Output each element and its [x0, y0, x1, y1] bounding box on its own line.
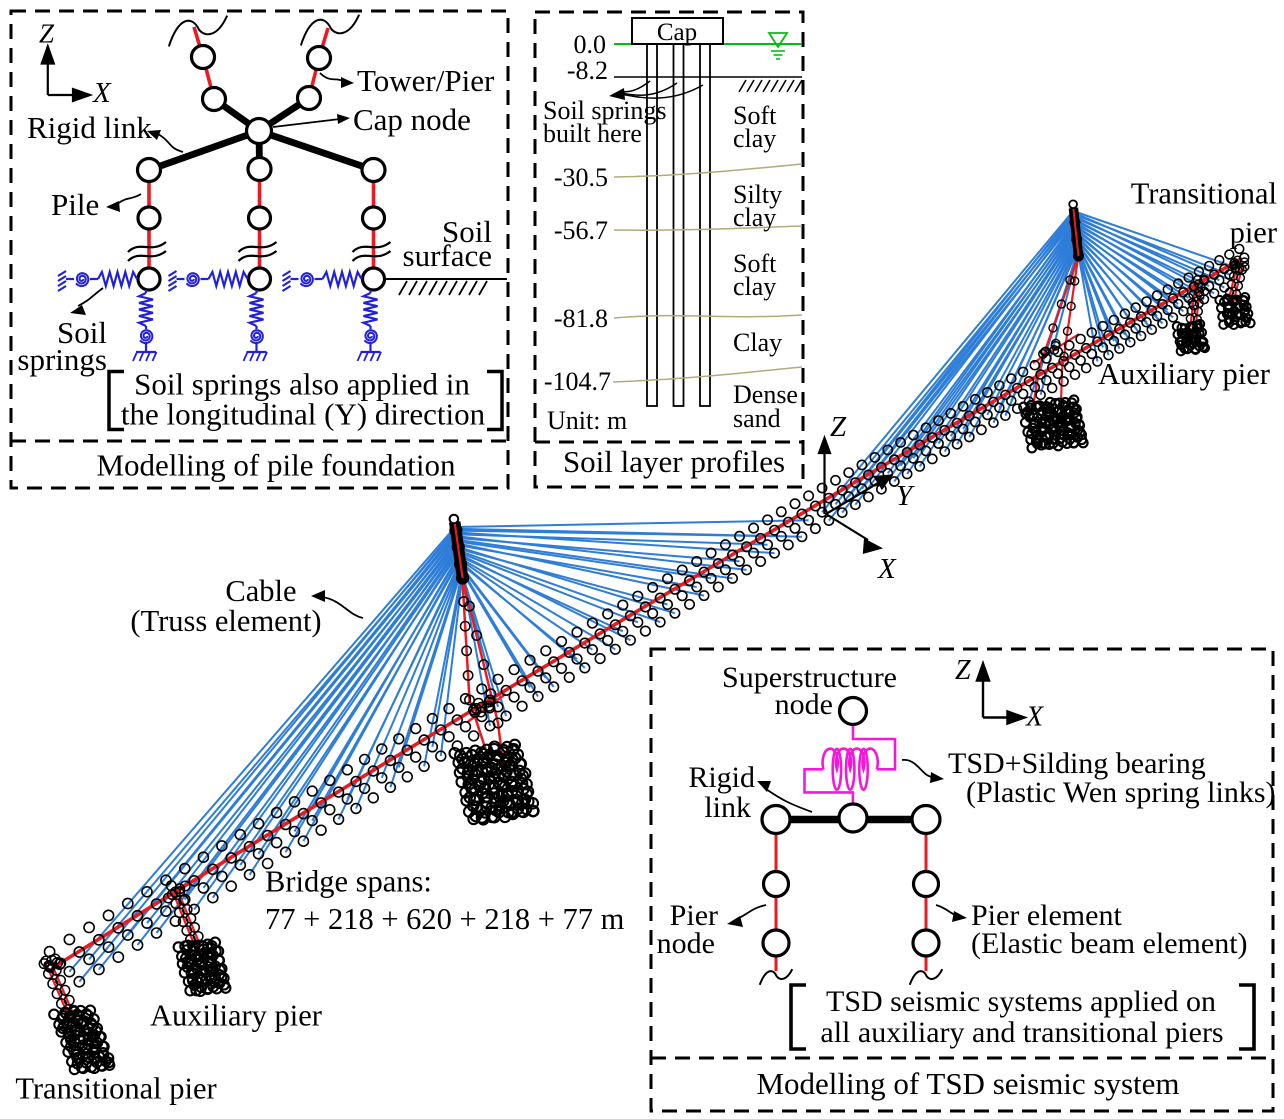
svg-text:Auxiliary pier: Auxiliary pier: [1098, 357, 1270, 391]
svg-text:Soil springs: Soil springs: [543, 96, 667, 125]
svg-text:all auxiliary and transitional: all auxiliary and transitional piers: [820, 1016, 1223, 1049]
svg-text:Cable: Cable: [225, 574, 296, 608]
svg-text:Soil: Soil: [57, 315, 107, 350]
svg-text:pier: pier: [1230, 216, 1277, 250]
svg-text:-30.5: -30.5: [554, 163, 608, 192]
svg-text:X: X: [877, 553, 897, 585]
svg-text:the longitudinal (Y) direction: the longitudinal (Y) direction: [121, 397, 486, 432]
svg-text:Soft: Soft: [733, 101, 777, 130]
svg-text:clay: clay: [733, 203, 776, 232]
svg-text:Soil: Soil: [442, 214, 492, 249]
svg-text:node: node: [657, 927, 715, 960]
svg-text:Cap node: Cap node: [353, 102, 471, 137]
svg-text:Dense: Dense: [733, 380, 798, 409]
svg-text:Auxiliary pier: Auxiliary pier: [150, 999, 322, 1033]
svg-text:Pile: Pile: [51, 187, 99, 222]
svg-text:clay: clay: [733, 124, 776, 153]
svg-text:Modelling of TSD seismic syste: Modelling of TSD seismic system: [756, 1066, 1179, 1101]
svg-text:Soft: Soft: [733, 249, 777, 278]
svg-text:0.0: 0.0: [574, 30, 607, 59]
svg-text:Z: Z: [39, 19, 55, 49]
svg-text:Y: Y: [896, 480, 915, 512]
svg-text:Tower/Pier: Tower/Pier: [357, 63, 495, 98]
svg-text:X: X: [1025, 702, 1044, 733]
svg-text:Pier: Pier: [670, 899, 718, 932]
svg-text:Bridge spans:: Bridge spans:: [265, 865, 432, 899]
svg-text:sand: sand: [733, 404, 781, 433]
svg-text:(Elastic beam element): (Elastic beam element): [971, 927, 1248, 960]
svg-text:springs: springs: [17, 342, 107, 377]
svg-text:Silty: Silty: [733, 180, 782, 209]
svg-text:(Truss element): (Truss element): [130, 604, 321, 638]
svg-text:Z: Z: [955, 655, 971, 686]
svg-text:clay: clay: [733, 272, 776, 301]
svg-text:Z: Z: [830, 411, 847, 443]
svg-text:-8.2: -8.2: [567, 56, 608, 85]
svg-text:TSD seismic systems applied on: TSD seismic systems applied on: [826, 985, 1216, 1018]
svg-text:Modelling of pile foundation: Modelling of pile foundation: [96, 448, 456, 483]
svg-text:Transitional pier: Transitional pier: [15, 1072, 216, 1106]
svg-text:Clay: Clay: [733, 328, 782, 357]
svg-text:Transitional: Transitional: [1131, 177, 1277, 211]
svg-text:Unit: m: Unit: m: [547, 406, 627, 435]
svg-text:Rigid link: Rigid link: [27, 110, 152, 145]
svg-text:-104.7: -104.7: [544, 367, 611, 396]
svg-text:Superstructure: Superstructure: [722, 661, 897, 694]
svg-text:Soil layer profiles: Soil layer profiles: [563, 444, 785, 479]
svg-text:Rigid: Rigid: [688, 761, 755, 794]
svg-text:-56.7: -56.7: [554, 216, 608, 245]
svg-text:-81.8: -81.8: [554, 304, 608, 333]
svg-text:link: link: [704, 791, 751, 824]
svg-text:node: node: [775, 688, 833, 721]
svg-text:built here: built here: [543, 119, 642, 148]
svg-text:(Plastic Wen spring links): (Plastic Wen spring links): [966, 776, 1276, 809]
svg-text:surface: surface: [403, 238, 493, 273]
svg-text:Soil springs also applied in: Soil springs also applied in: [134, 367, 470, 402]
svg-text:TSD+Silding bearing: TSD+Silding bearing: [948, 747, 1206, 780]
svg-text:X: X: [92, 77, 112, 109]
svg-text:77 + 218 + 620 + 218 + 77 m: 77 + 218 + 620 + 218 + 77 m: [265, 902, 625, 936]
svg-text:Cap: Cap: [657, 19, 697, 46]
svg-text:Pier element: Pier element: [971, 899, 1122, 932]
